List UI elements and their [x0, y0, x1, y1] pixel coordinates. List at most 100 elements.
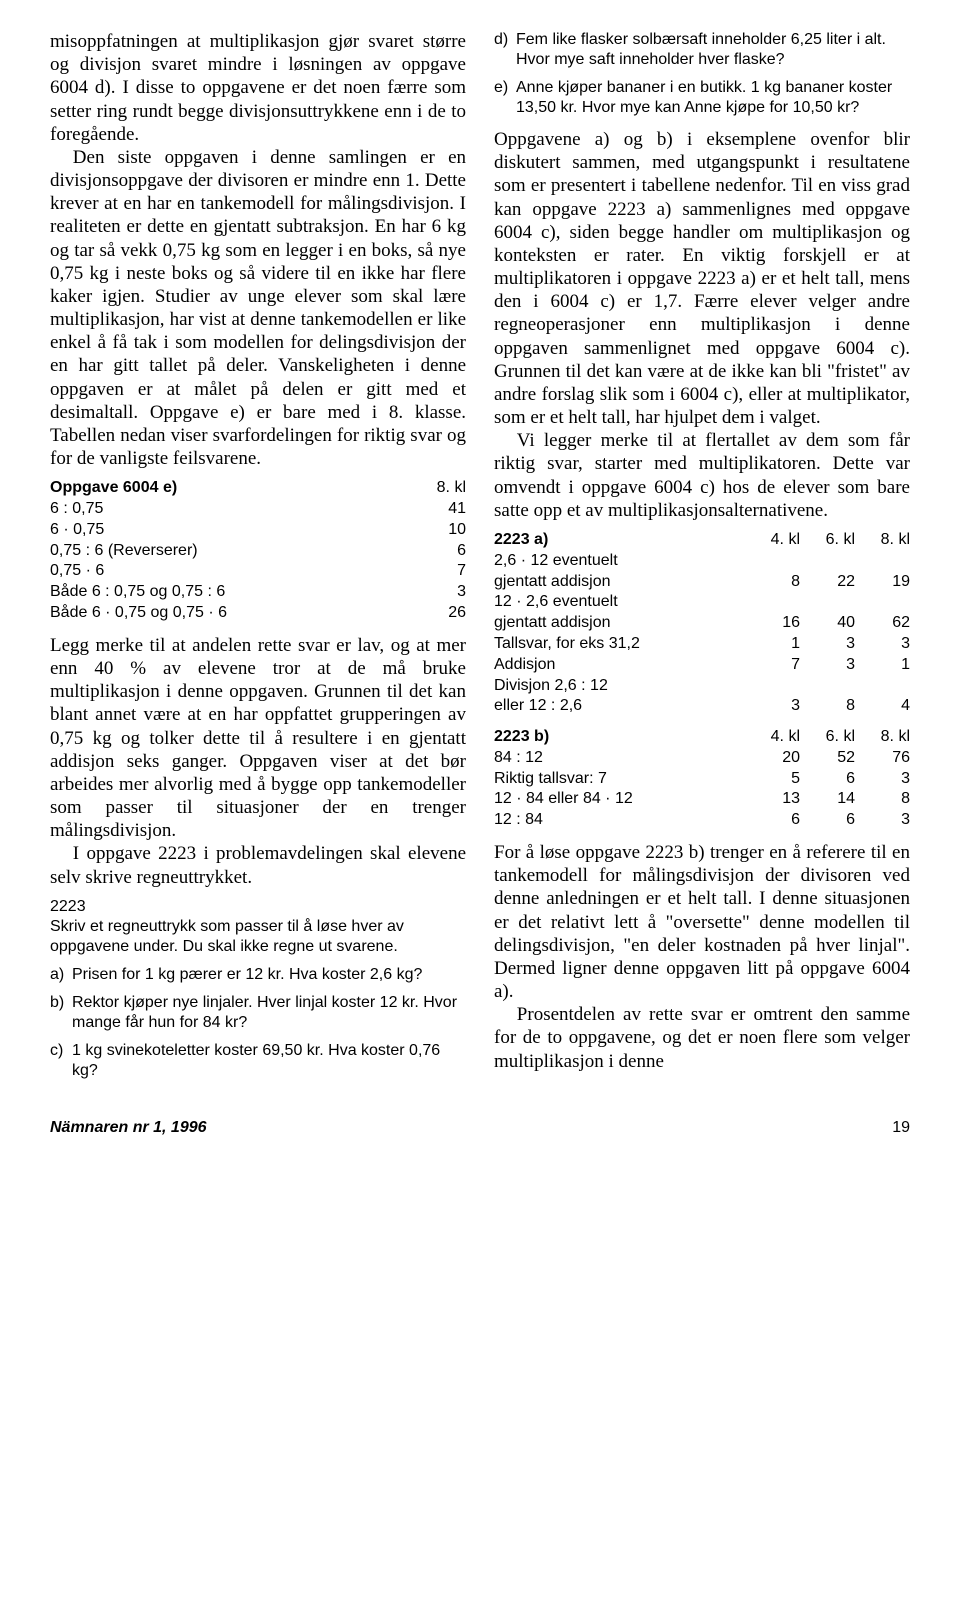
row-value — [800, 551, 855, 572]
right-column: d) Fem like flasker solbærsaft inneholde… — [494, 30, 910, 1091]
row-value: 40 — [800, 613, 855, 634]
page-number: 19 — [892, 1119, 910, 1137]
question-intro: Skriv et regneuttrykk som passer til å l… — [50, 917, 466, 957]
journal-name: Nämnaren nr 1, 1996 — [50, 1119, 207, 1137]
question-text: Anne kjøper bananer i en butikk. 1 kg ba… — [516, 78, 910, 118]
row-value — [855, 551, 910, 572]
paragraph: I oppgave 2223 i problemavdelingen skal … — [50, 842, 466, 888]
row-label: Både 6 · 0,75 og 0,75 · 6 — [50, 603, 426, 624]
col-header: 4. kl — [745, 727, 800, 748]
row-value: 8 — [745, 572, 800, 593]
row-label: 12 · 2,6 eventuelt — [494, 592, 745, 613]
left-column: misoppfatningen at multiplikasjon gjør s… — [50, 30, 466, 1091]
question-item: a) Prisen for 1 kg pærer er 12 kr. Hva k… — [50, 965, 466, 985]
question-item: b) Rektor kjøper nye linjaler. Hver linj… — [50, 993, 466, 1033]
row-value: 22 — [800, 572, 855, 593]
question-2223: 2223 Skriv et regneuttrykk som passer ti… — [50, 897, 466, 1081]
row-value: 3 — [800, 634, 855, 655]
row-label: 2,6 · 12 eventuelt — [494, 551, 745, 572]
row-label: gjentatt addisjon — [494, 572, 745, 593]
row-label: 0,75 : 6 (Reverserer) — [50, 541, 426, 562]
table-2223a: 2223 a) 4. kl 6. kl 8. kl 2,6 · 12 event… — [494, 530, 910, 717]
question-text: Rektor kjøper nye linjaler. Hver linjal … — [72, 993, 466, 1033]
row-value: 26 — [426, 603, 466, 624]
table-title: 2223 a) — [494, 530, 745, 551]
row-value: 3 — [745, 696, 800, 717]
paragraph: Vi legger merke til at flertallet av dem… — [494, 429, 910, 522]
row-label: eller 12 : 2,6 — [494, 696, 745, 717]
row-value: 6 — [800, 769, 855, 790]
question-text: 1 kg svinekoteletter koster 69,50 kr. Hv… — [72, 1041, 466, 1081]
col-header: 6. kl — [800, 727, 855, 748]
table-title: Oppgave 6004 e) — [50, 478, 426, 499]
row-value: 3 — [426, 582, 466, 603]
question-letter: b) — [50, 993, 72, 1033]
table-2223b: 2223 b) 4. kl 6. kl 8. kl 84 : 12205276 … — [494, 727, 910, 831]
question-item: e) Anne kjøper bananer i en butikk. 1 kg… — [494, 78, 910, 118]
row-value: 3 — [855, 810, 910, 831]
row-label: Riktig tallsvar: 7 — [494, 769, 745, 790]
row-value: 3 — [800, 655, 855, 676]
row-label: 12 : 84 — [494, 810, 745, 831]
row-value: 52 — [800, 748, 855, 769]
row-value: 62 — [855, 613, 910, 634]
paragraph: Prosentdelen av rette svar er omtrent de… — [494, 1003, 910, 1073]
paragraph: For å løse oppgave 2223 b) trenger en å … — [494, 841, 910, 1003]
page-footer: Nämnaren nr 1, 1996 19 — [50, 1119, 910, 1137]
row-value: 1 — [855, 655, 910, 676]
question-title: 2223 — [50, 897, 466, 917]
row-label: 12 · 84 eller 84 · 12 — [494, 789, 745, 810]
row-value: 6 — [800, 810, 855, 831]
row-value: 6 — [426, 541, 466, 562]
row-value: 76 — [855, 748, 910, 769]
question-letter: c) — [50, 1041, 72, 1081]
row-value: 13 — [745, 789, 800, 810]
question-letter: d) — [494, 30, 516, 70]
row-value — [745, 676, 800, 697]
row-value: 7 — [426, 561, 466, 582]
question-item: d) Fem like flasker solbærsaft inneholde… — [494, 30, 910, 70]
col-header: 8. kl — [855, 727, 910, 748]
row-value: 7 — [745, 655, 800, 676]
row-value: 5 — [745, 769, 800, 790]
row-value: 8 — [855, 789, 910, 810]
paragraph: Den siste oppgaven i denne samlingen er … — [50, 146, 466, 470]
row-value: 14 — [800, 789, 855, 810]
question-letter: e) — [494, 78, 516, 118]
paragraph: Oppgavene a) og b) i eksemplene ovenfor … — [494, 128, 910, 429]
col-header: 8. kl — [855, 530, 910, 551]
question-item: c) 1 kg svinekoteletter koster 69,50 kr.… — [50, 1041, 466, 1081]
paragraph: misoppfatningen at multiplikasjon gjør s… — [50, 30, 466, 146]
row-label: Tallsvar, for eks 31,2 — [494, 634, 745, 655]
row-value: 3 — [855, 769, 910, 790]
row-value — [855, 676, 910, 697]
row-value — [800, 592, 855, 613]
row-label: 6 · 0,75 — [50, 520, 426, 541]
table-6004e: Oppgave 6004 e) 8. kl 6 : 0,7541 6 · 0,7… — [50, 478, 466, 624]
col-header: 4. kl — [745, 530, 800, 551]
row-label: 84 : 12 — [494, 748, 745, 769]
table-title: 2223 b) — [494, 727, 745, 748]
row-value: 6 — [745, 810, 800, 831]
row-value — [745, 592, 800, 613]
row-label: Addisjon — [494, 655, 745, 676]
row-label: gjentatt addisjon — [494, 613, 745, 634]
question-items-de: d) Fem like flasker solbærsaft inneholde… — [494, 30, 910, 118]
row-value: 3 — [855, 634, 910, 655]
row-value: 8 — [800, 696, 855, 717]
row-value: 1 — [745, 634, 800, 655]
row-label: 6 : 0,75 — [50, 499, 426, 520]
col-header: 8. kl — [426, 478, 466, 499]
row-value: 19 — [855, 572, 910, 593]
col-header: 6. kl — [800, 530, 855, 551]
row-value: 41 — [426, 499, 466, 520]
row-label: Både 6 : 0,75 og 0,75 : 6 — [50, 582, 426, 603]
question-text: Prisen for 1 kg pærer er 12 kr. Hva kost… — [72, 965, 466, 985]
question-letter: a) — [50, 965, 72, 985]
question-text: Fem like flasker solbærsaft inneholder 6… — [516, 30, 910, 70]
row-value — [745, 551, 800, 572]
row-value: 20 — [745, 748, 800, 769]
row-label: Divisjon 2,6 : 12 — [494, 676, 745, 697]
paragraph: Legg merke til at andelen rette svar er … — [50, 634, 466, 843]
row-value: 4 — [855, 696, 910, 717]
